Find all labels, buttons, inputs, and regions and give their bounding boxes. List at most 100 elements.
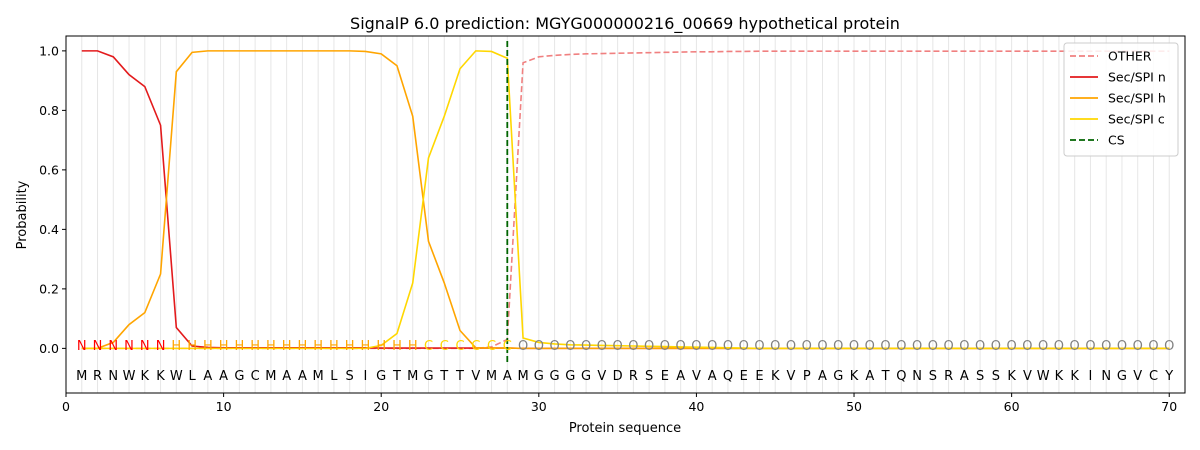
residue-63: K xyxy=(1055,369,1064,384)
region-label-62: O xyxy=(1038,339,1048,354)
residue-13: M xyxy=(265,369,276,384)
x-tick-label-50: 50 xyxy=(846,399,862,414)
residue-61: V xyxy=(1023,369,1032,384)
series-line-0 xyxy=(81,50,1170,350)
residue-69: C xyxy=(1149,369,1158,384)
residue-68: V xyxy=(1133,369,1142,384)
region-label-55: O xyxy=(928,339,938,354)
region-label-37: O xyxy=(644,339,654,354)
region-label-53: O xyxy=(896,339,906,354)
residue-25: T xyxy=(455,369,464,384)
region-label-16: H xyxy=(313,339,323,354)
region-label-67: O xyxy=(1117,339,1127,354)
grid-lines xyxy=(81,36,1170,393)
region-label-60: O xyxy=(1007,339,1017,354)
residue-43: E xyxy=(740,369,748,384)
residue-59: S xyxy=(992,369,1000,384)
residue-20: G xyxy=(376,369,386,384)
region-label-11: H xyxy=(234,339,244,354)
region-label-47: O xyxy=(802,339,812,354)
residue-8: L xyxy=(188,369,196,384)
series-line-3 xyxy=(81,50,1170,350)
residue-50: K xyxy=(850,369,859,384)
region-label-4: N xyxy=(124,339,134,354)
x-axis-ticks: 0 10 20 30 40 50 60 70 xyxy=(62,393,1177,414)
residue-4: W xyxy=(123,369,136,384)
region-label-51: O xyxy=(865,339,875,354)
region-label-31: O xyxy=(549,339,559,354)
legend-label-0: OTHER xyxy=(1108,49,1152,64)
legend-label-3: Sec/SPI c xyxy=(1108,112,1165,127)
residue-42: Q xyxy=(723,369,733,384)
residue-21: T xyxy=(392,369,401,384)
region-label-41: O xyxy=(707,339,717,354)
region-label-39: O xyxy=(676,339,686,354)
residue-51: A xyxy=(865,369,874,384)
region-label-44: O xyxy=(754,339,764,354)
region-label-42: O xyxy=(723,339,733,354)
region-label-29: O xyxy=(518,339,528,354)
x-tick-label-30: 30 xyxy=(531,399,547,414)
residue-65: I xyxy=(1089,369,1093,384)
legend: OTHER Sec/SPI n Sec/SPI h Sec/SPI c CS xyxy=(1063,42,1179,157)
region-label-32: O xyxy=(565,339,575,354)
residue-7: W xyxy=(170,369,183,384)
residue-48: A xyxy=(818,369,827,384)
residue-37: S xyxy=(645,369,653,384)
region-label-46: O xyxy=(786,339,796,354)
residue-57: A xyxy=(960,369,969,384)
residue-60: K xyxy=(1007,369,1016,384)
y-tick-label-0.6: 0.6 xyxy=(39,162,59,177)
residue-62: W xyxy=(1037,369,1050,384)
residue-14: A xyxy=(282,369,291,384)
residue-31: G xyxy=(550,369,560,384)
region-label-70: O xyxy=(1164,339,1174,354)
residue-44: E xyxy=(755,369,763,384)
residue-22: M xyxy=(407,369,418,384)
residue-53: Q xyxy=(896,369,906,384)
residue-23: G xyxy=(423,369,433,384)
plot-frame xyxy=(65,35,1186,394)
region-label-59: O xyxy=(991,339,1001,354)
residue-18: S xyxy=(346,369,354,384)
x-tick-label-70: 70 xyxy=(1161,399,1177,414)
region-label-3: N xyxy=(108,339,118,354)
y-tick-label-0.8: 0.8 xyxy=(39,103,59,118)
region-label-2: N xyxy=(93,339,103,354)
region-label-17: H xyxy=(329,339,339,354)
legend-label-1: Sec/SPI n xyxy=(1108,70,1166,85)
region-label-52: O xyxy=(880,339,890,354)
series-line-1 xyxy=(81,50,1170,350)
residue-41: A xyxy=(708,369,717,384)
residue-17: L xyxy=(330,369,338,384)
y-axis-label: Probability xyxy=(15,180,30,249)
region-label-21: H xyxy=(392,339,402,354)
region-label-64: O xyxy=(1070,339,1080,354)
region-label-36: O xyxy=(628,339,638,354)
residue-34: V xyxy=(597,369,606,384)
residue-64: K xyxy=(1070,369,1079,384)
region-label-45: O xyxy=(770,339,780,354)
x-tick-label-20: 20 xyxy=(373,399,389,414)
region-label-57: O xyxy=(959,339,969,354)
residue-67: G xyxy=(1117,369,1127,384)
residue-52: T xyxy=(881,369,890,384)
region-label-9: H xyxy=(203,339,213,354)
plot-lines xyxy=(81,41,1170,363)
region-label-43: O xyxy=(739,339,749,354)
residue-29: M xyxy=(517,369,528,384)
region-label-61: O xyxy=(1022,339,1032,354)
region-label-19: H xyxy=(361,339,371,354)
region-label-10: H xyxy=(219,339,229,354)
region-label-13: H xyxy=(266,339,276,354)
residue-19: I xyxy=(364,369,368,384)
region-label-25: C xyxy=(455,339,464,354)
region-label-65: O xyxy=(1085,339,1095,354)
residue-36: R xyxy=(629,369,638,384)
region-label-1: N xyxy=(77,339,87,354)
residue-46: V xyxy=(787,369,796,384)
y-axis-ticks: 0.0 0.2 0.4 0.6 0.8 1.0 xyxy=(39,43,66,356)
region-label-18: H xyxy=(345,339,355,354)
residue-54: N xyxy=(912,369,922,384)
